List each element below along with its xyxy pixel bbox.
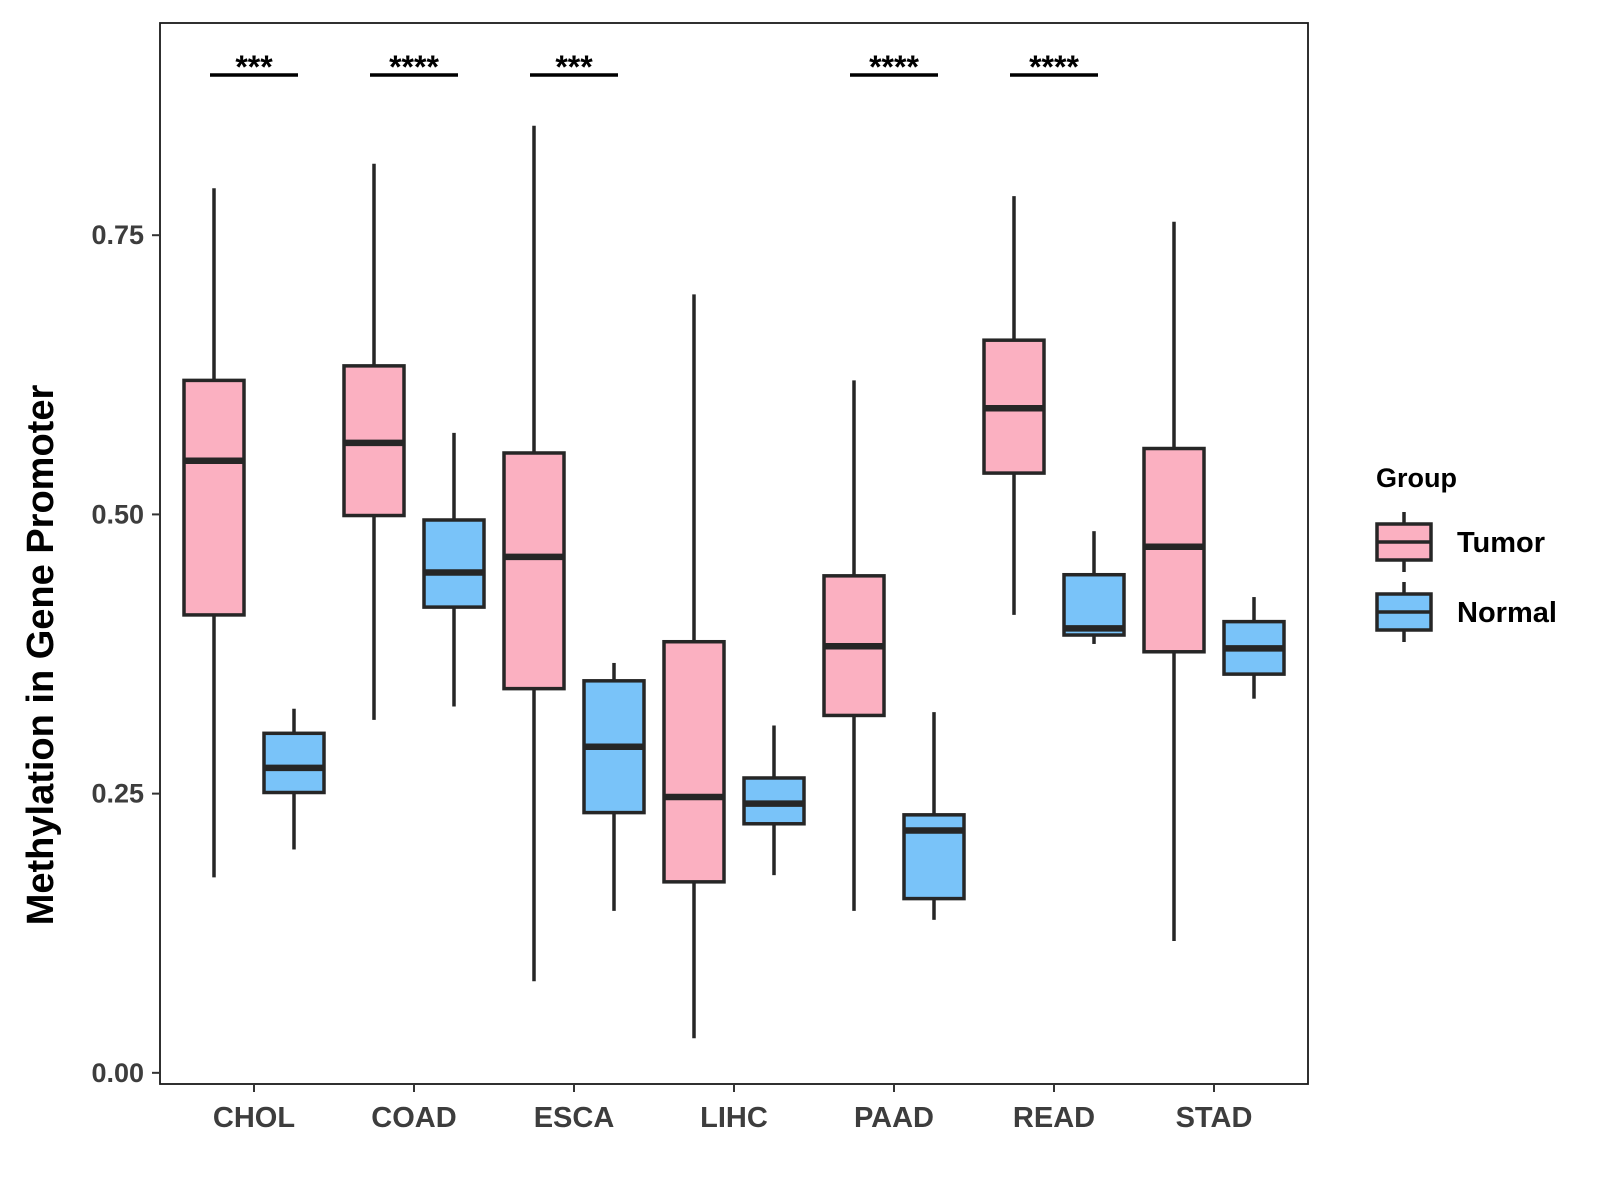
y-tick-label: 0.25 — [91, 779, 144, 809]
y-tick-label: 0.00 — [91, 1058, 144, 1088]
y-tick-label: 0.50 — [91, 499, 144, 529]
significance-label: **** — [389, 49, 439, 85]
x-tick-label: LIHC — [700, 1102, 768, 1134]
legend-label-normal: Normal — [1457, 597, 1557, 629]
x-tick-label: PAAD — [854, 1102, 934, 1134]
box-normal-chol — [262, 731, 326, 795]
box-normal-coad — [422, 518, 486, 609]
significance-label: **** — [869, 49, 919, 85]
x-tick-label: STAD — [1176, 1102, 1253, 1134]
chart-marks: 0.00 0.25 0.50 0.75 CHOL COAD ESCA LIHC PAAD READ… — [91, 49, 1286, 1134]
significance-label: *** — [235, 49, 273, 85]
box-tumor-esca — [502, 451, 566, 691]
legend: Tumor Normal — [1375, 512, 1557, 642]
legend-label-tumor: Tumor — [1457, 527, 1545, 559]
x-tick-label: CHOL — [213, 1102, 295, 1134]
x-tick-label: READ — [1013, 1102, 1095, 1134]
y-axis-title: Methylation in Gene Promoter — [20, 385, 62, 926]
box-tumor-lihc — [662, 639, 726, 884]
significance-label: *** — [555, 49, 593, 85]
legend-title: Group — [1376, 463, 1457, 493]
box-normal-read — [1062, 572, 1126, 637]
significance-label: **** — [1029, 49, 1079, 85]
plot-panel — [159, 22, 1309, 1085]
box-tumor-chol — [182, 378, 246, 617]
box-tumor-stad — [1142, 446, 1206, 654]
y-tick-label: 0.75 — [91, 220, 144, 250]
x-tick-label: COAD — [371, 1102, 456, 1134]
x-tick-label: ESCA — [534, 1102, 615, 1134]
